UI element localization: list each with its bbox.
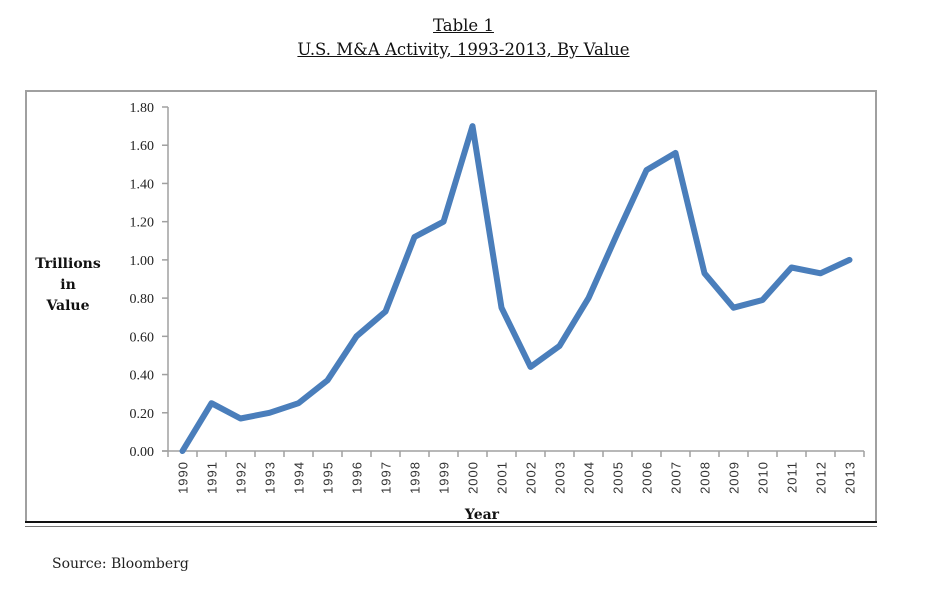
data-point <box>646 169 647 171</box>
x-tick-label: 2012 <box>814 461 829 494</box>
x-tick-label: 1997 <box>379 461 394 494</box>
data-point <box>849 259 850 261</box>
y-tick-label: 1.20 <box>130 216 155 231</box>
data-point <box>820 272 821 274</box>
x-axis-ticks: 1990 1991 1992 1993 1994 1995 1996 1997 1998 1999… <box>167 451 865 494</box>
x-tick-label: 2000 <box>466 461 481 494</box>
data-point <box>559 345 560 347</box>
y-tick-label: 1.80 <box>130 101 155 116</box>
x-tick-label: 2004 <box>582 461 597 494</box>
data-point <box>269 412 270 414</box>
axes <box>162 107 864 452</box>
title-block: Table 1 U.S. M&A Activity, 1993-2013, By… <box>0 14 927 62</box>
x-axis-title: Year <box>464 507 500 523</box>
y-tick-label: 0.20 <box>130 407 155 422</box>
data-point <box>356 335 357 337</box>
y-tick-label: 0.40 <box>130 369 155 384</box>
x-tick-label: 1990 <box>176 461 191 494</box>
data-point <box>617 232 618 234</box>
x-tick-label: 2006 <box>640 461 655 494</box>
x-tick-label: 2007 <box>669 461 684 494</box>
chart-frame <box>25 90 877 522</box>
data-point <box>182 450 183 452</box>
y-axis-ticks: 0.00 0.20 0.40 0.60 0.80 1.00 1.20 1.40 1.60 1.80 <box>130 101 168 460</box>
data-point <box>414 236 415 238</box>
data-point <box>472 125 473 127</box>
x-tick-label: 1999 <box>437 461 452 494</box>
data-point <box>791 267 792 269</box>
data-point <box>385 310 386 312</box>
y-tick-label: 1.60 <box>130 139 155 154</box>
data-point <box>240 418 241 420</box>
data-point <box>298 402 299 404</box>
data-point <box>530 366 531 368</box>
x-tick-label: 2008 <box>698 461 713 494</box>
x-tick-label: 2003 <box>553 461 568 494</box>
chart-title: U.S. M&A Activity, 1993-2013, By Value <box>297 40 630 59</box>
bottom-rule-secondary <box>25 526 877 527</box>
x-tick-label: 2013 <box>843 461 858 494</box>
x-tick-label: 1998 <box>408 461 423 494</box>
y-axis-title-line: Value <box>45 298 89 314</box>
y-tick-label: 1.00 <box>130 254 155 269</box>
x-tick-label: 2001 <box>495 461 510 494</box>
data-point <box>211 402 212 404</box>
x-tick-label: 1991 <box>205 461 220 494</box>
x-tick-label: 2011 <box>785 461 800 493</box>
series-line <box>179 123 853 454</box>
x-tick-label: 1994 <box>292 461 307 494</box>
data-point <box>327 379 328 381</box>
x-tick-label: 1995 <box>321 461 336 494</box>
x-tick-label: 1993 <box>263 461 278 494</box>
y-tick-label: 0.00 <box>130 445 155 460</box>
series-group <box>179 123 853 454</box>
x-tick-label: 2005 <box>611 461 626 494</box>
data-point <box>588 297 589 299</box>
table-label: Table 1 <box>433 16 494 35</box>
y-axis-title: Trillions in Value <box>35 256 101 314</box>
y-axis-title-line: in <box>60 277 76 293</box>
bottom-rule <box>25 521 877 523</box>
data-point <box>762 299 763 301</box>
x-tick-label: 2010 <box>756 461 771 494</box>
x-tick-label: 1996 <box>350 461 365 494</box>
x-tick-label: 1992 <box>234 461 249 494</box>
x-tick-label: 2009 <box>727 461 742 494</box>
data-point <box>443 221 444 223</box>
data-point <box>501 307 502 309</box>
y-tick-label: 1.40 <box>130 177 155 192</box>
data-point <box>675 152 676 154</box>
data-point <box>733 307 734 309</box>
y-tick-label: 0.80 <box>130 292 155 307</box>
y-axis-title-line: Trillions <box>35 256 101 272</box>
y-tick-label: 0.60 <box>130 330 155 345</box>
source-note: Source: Bloomberg <box>52 556 189 572</box>
data-point <box>704 272 705 274</box>
x-tick-label: 2002 <box>524 461 539 494</box>
